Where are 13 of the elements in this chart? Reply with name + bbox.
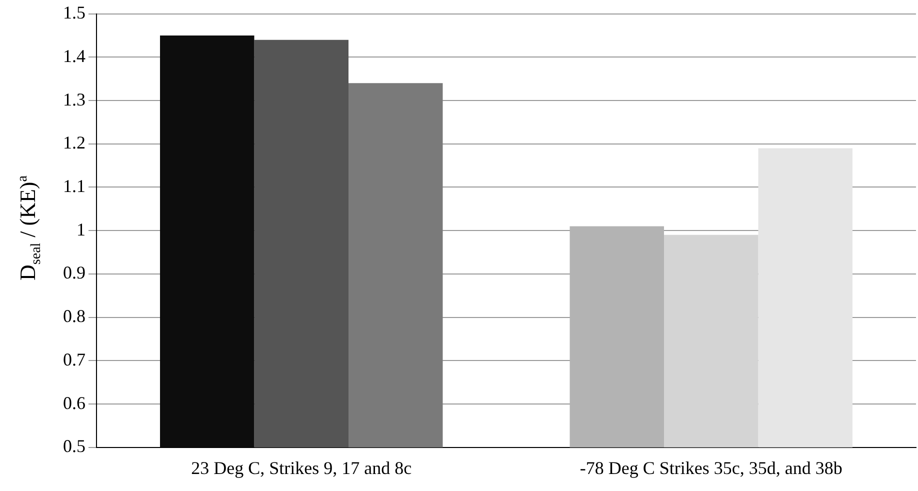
y-tick-label: 0.6 (63, 392, 86, 413)
y-tick-label: 0.8 (63, 306, 86, 326)
y-tick-label: 0.9 (63, 262, 86, 283)
y-tick-label: 1.3 (63, 89, 86, 110)
x-tick-label: 23 Deg C, Strikes 9, 17 and 8c (191, 458, 412, 478)
y-tick-label: 1.1 (63, 176, 86, 196)
x-tick-label: -78 Deg C Strikes 35c, 35d, and 38b (580, 458, 842, 478)
y-tick-label: 1 (76, 219, 86, 240)
y-tick-label: 1.4 (63, 46, 86, 66)
y-tick-label: 0.5 (63, 436, 86, 456)
y-tick-label: 1.2 (63, 132, 86, 153)
y-tick-label: 1.5 (63, 2, 86, 23)
y-tick-label: 0.7 (63, 349, 86, 370)
